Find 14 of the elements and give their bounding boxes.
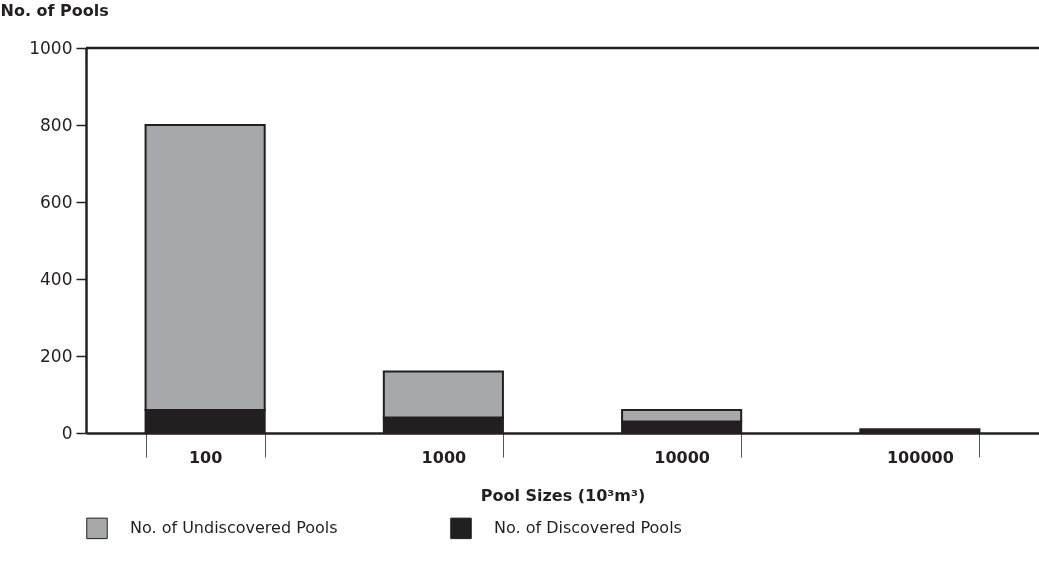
legend-label: No. of Undiscovered Pools <box>130 518 338 538</box>
x-tick-label: 100000 <box>886 447 954 467</box>
x-tick-label: 1000 <box>421 447 467 467</box>
x-axis-title: Pool Sizes (10³m³) <box>480 485 646 505</box>
y-tick-label: 1000 <box>29 37 73 58</box>
x-tick-label: 100 <box>188 447 223 467</box>
legend-label: No. of Discovered Pools <box>494 518 682 538</box>
y-tick-label: 200 <box>40 345 73 366</box>
x-tick-label: 10000 <box>654 447 710 467</box>
y-tick-label: 600 <box>40 191 73 212</box>
y-axis-title: No. of Pools <box>0 0 109 20</box>
y-tick-label: 800 <box>40 114 73 135</box>
y-tick-label: 400 <box>40 268 73 289</box>
y-tick-label: 0 <box>61 422 73 443</box>
